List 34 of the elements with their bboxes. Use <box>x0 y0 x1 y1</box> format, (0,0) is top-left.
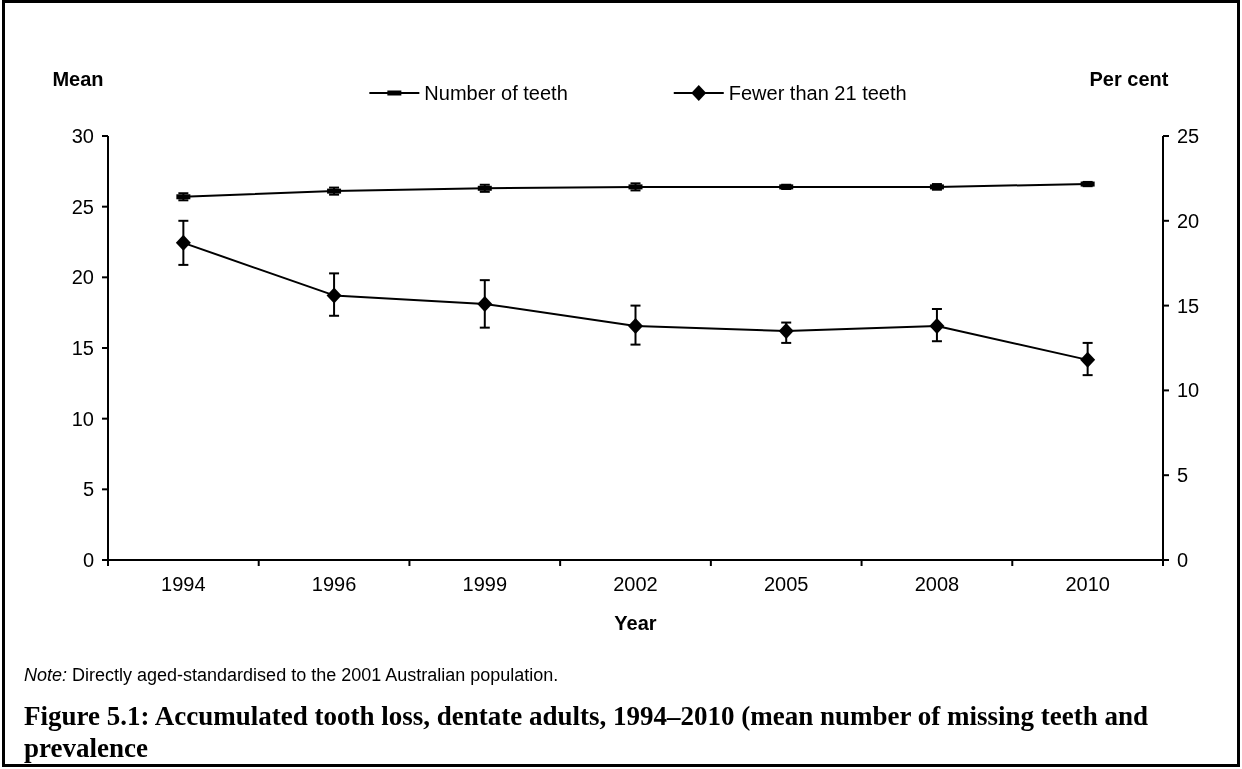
x-tick-label: 2002 <box>613 573 658 595</box>
y2-tick-label: 10 <box>1177 379 1200 402</box>
x-tick-label: 1999 <box>462 573 508 595</box>
point <box>929 317 945 334</box>
y-tick-label: 25 <box>71 195 94 218</box>
y-tick-label: 10 <box>71 407 94 430</box>
point <box>628 317 643 334</box>
point <box>477 295 493 312</box>
text: Note: Directly aged-standardised to the 2001 Australian population. <box>24 665 559 686</box>
x-tick-label: 2005 <box>763 573 809 595</box>
point <box>1080 351 1096 368</box>
text: Figure 5.1: Accumulated tooth loss, dentate adults, 1994–2010 (mean number of missing teeth and prevalence <box>24 701 1149 764</box>
y-tick-label: 30 <box>71 125 94 147</box>
y-axis-title: Mean <box>52 68 104 90</box>
y-tick-label: 15 <box>71 337 94 359</box>
legend-label: Number of teeth <box>424 82 568 104</box>
x-tick-label: 2008 <box>914 573 960 595</box>
legend-label: Fewer than 21 teeth <box>728 82 907 104</box>
y2-tick-label: 20 <box>1177 209 1200 232</box>
y-tick-label: 20 <box>71 266 94 289</box>
x-tick-label: 2010 <box>1065 573 1110 595</box>
x-tick-label: 1996 <box>311 573 357 595</box>
x-axis-title: Year <box>614 612 657 634</box>
y-tick-label: 0 <box>82 549 94 571</box>
point <box>175 234 191 251</box>
y2-tick-label: 15 <box>1177 294 1200 317</box>
point <box>778 323 794 340</box>
point <box>326 287 342 304</box>
y2-axis-title: Per cent <box>1089 68 1169 90</box>
x-tick-label: 1994 <box>161 573 206 595</box>
y2-tick-label: 0 <box>1177 549 1189 571</box>
y-tick-label: 5 <box>82 478 94 501</box>
y2-tick-label: 5 <box>1177 464 1189 487</box>
y2-tick-label: 25 <box>1177 125 1200 147</box>
